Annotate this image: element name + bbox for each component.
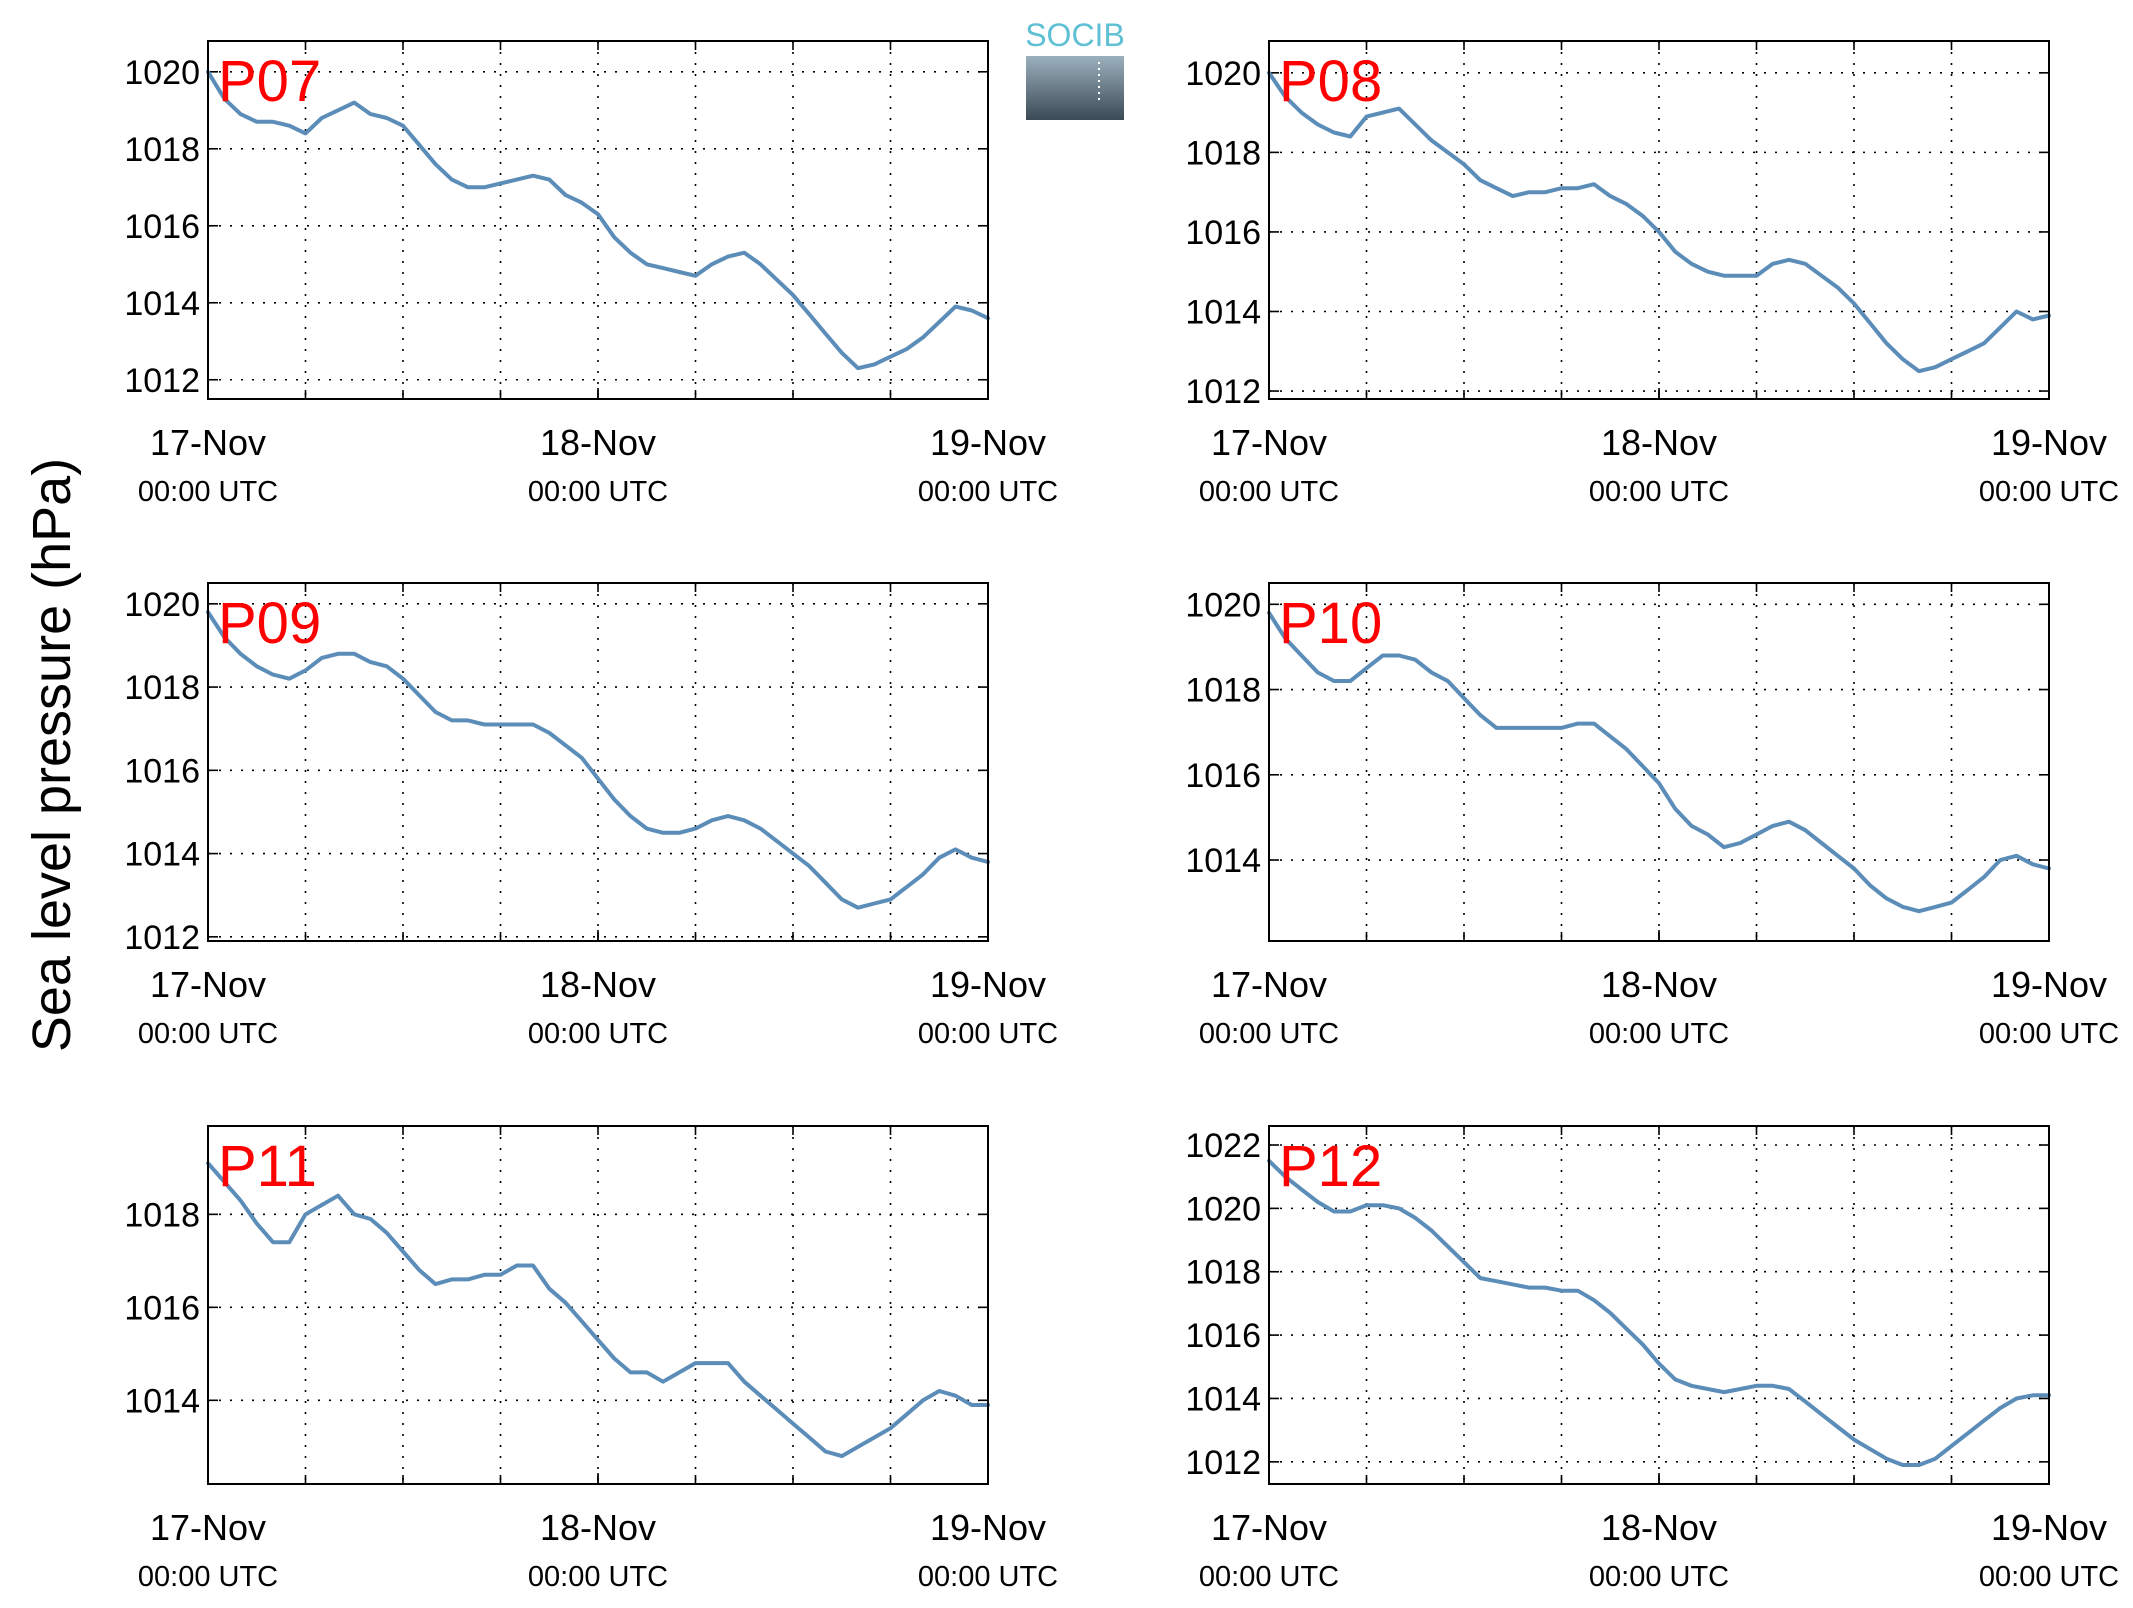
y-axis-label: Sea level pressure (hPa) xyxy=(22,458,82,1052)
x-tick-time-label: 00:00 UTC xyxy=(1589,1018,1729,1050)
x-tick-time-label: 00:00 UTC xyxy=(528,1018,668,1050)
x-tick-date-label: 17-Nov xyxy=(1211,422,1327,463)
x-tick-date-label: 18-Nov xyxy=(1601,1507,1717,1548)
x-tick-date-label: 19-Nov xyxy=(1991,964,2107,1005)
series-line-p07 xyxy=(206,69,990,371)
panels: 1012 1014 1016 1018 1020 17-Nov 00:00 UTC 18-No… xyxy=(124,40,2119,1593)
x-tick-date-label: 19-Nov xyxy=(930,1507,1046,1548)
logo-text: SOCIB xyxy=(1025,17,1125,53)
panel-p09: 1012 1014 1016 1018 1020 17-Nov 00:00 UTC 18-No… xyxy=(124,582,1058,1050)
panel-p10: 1014 1016 1018 1020 17-Nov 00:00 UTC 18-Nov 00:… xyxy=(1185,582,2119,1050)
x-tick-time-label: 00:00 UTC xyxy=(1979,1018,2119,1050)
y-tick-label: 1018 xyxy=(1185,1254,1261,1292)
x-tick-date-label: 19-Nov xyxy=(930,422,1046,463)
x-tick-time-label: 00:00 UTC xyxy=(1979,1561,2119,1593)
y-tick-label: 1016 xyxy=(1185,214,1261,252)
y-tick-label: 1012 xyxy=(124,919,200,957)
series-line-p09 xyxy=(206,610,990,910)
x-tick-time-label: 00:00 UTC xyxy=(918,1561,1058,1593)
panel-title: P12 xyxy=(1279,1134,1382,1199)
x-tick-date-label: 17-Nov xyxy=(150,422,266,463)
panel-p07: 1012 1014 1016 1018 1020 17-Nov 00:00 UTC 18-No… xyxy=(124,40,1058,508)
y-tick-label: 1022 xyxy=(1185,1127,1261,1165)
y-tick-label: 1016 xyxy=(1185,757,1261,795)
logo-block xyxy=(1026,56,1124,120)
x-tick-date-label: 17-Nov xyxy=(150,1507,266,1548)
x-tick-date-label: 19-Nov xyxy=(930,964,1046,1005)
x-tick-date-label: 18-Nov xyxy=(540,422,656,463)
y-tick-label: 1014 xyxy=(124,836,200,874)
y-tick-label: 1018 xyxy=(124,131,200,169)
x-tick-time-label: 00:00 UTC xyxy=(138,476,278,508)
panel-title: P08 xyxy=(1279,49,1382,114)
y-tick-label: 1014 xyxy=(124,1382,200,1420)
x-tick-time-label: 00:00 UTC xyxy=(1199,1018,1339,1050)
x-tick-date-label: 18-Nov xyxy=(1601,964,1717,1005)
x-tick-time-label: 00:00 UTC xyxy=(138,1018,278,1050)
panel-title: P10 xyxy=(1279,591,1382,656)
panel-title: P11 xyxy=(218,1134,317,1199)
series-line-p11 xyxy=(206,1161,990,1459)
y-tick-label: 1016 xyxy=(124,752,200,790)
plot-frame xyxy=(207,1125,989,1485)
y-tick-label: 1012 xyxy=(1185,1444,1261,1482)
y-tick-label: 1012 xyxy=(124,362,200,400)
x-tick-time-label: 00:00 UTC xyxy=(528,1561,668,1593)
x-tick-date-label: 18-Nov xyxy=(1601,422,1717,463)
y-tick-label: 1016 xyxy=(124,208,200,246)
x-tick-date-label: 18-Nov xyxy=(540,964,656,1005)
y-tick-label: 1020 xyxy=(1185,586,1261,624)
x-tick-time-label: 00:00 UTC xyxy=(138,1561,278,1593)
y-tick-label: 1020 xyxy=(124,586,200,624)
series-line-p12 xyxy=(1267,1158,2051,1467)
x-tick-time-label: 00:00 UTC xyxy=(1979,476,2119,508)
y-tick-label: 1012 xyxy=(1185,373,1261,411)
x-tick-date-label: 19-Nov xyxy=(1991,422,2107,463)
x-tick-date-label: 19-Nov xyxy=(1991,1507,2107,1548)
y-tick-label: 1014 xyxy=(1185,1380,1261,1418)
x-tick-date-label: 18-Nov xyxy=(540,1507,656,1548)
series-line-p10 xyxy=(1267,610,2051,914)
x-tick-time-label: 00:00 UTC xyxy=(1199,1561,1339,1593)
plot-frame xyxy=(1268,1125,2050,1485)
plot-frame xyxy=(207,582,989,942)
y-tick-label: 1020 xyxy=(124,54,200,92)
y-tick-label: 1020 xyxy=(1185,55,1261,93)
series-line-p08 xyxy=(1267,70,2051,374)
y-tick-label: 1018 xyxy=(1185,672,1261,710)
x-tick-date-label: 17-Nov xyxy=(1211,964,1327,1005)
socib-logo: SOCIB xyxy=(1025,17,1125,120)
y-tick-label: 1016 xyxy=(124,1289,200,1327)
plot-frame xyxy=(1268,40,2050,400)
x-tick-time-label: 00:00 UTC xyxy=(1589,476,1729,508)
x-tick-time-label: 00:00 UTC xyxy=(918,1018,1058,1050)
panel-title: P09 xyxy=(218,591,321,656)
y-tick-label: 1018 xyxy=(124,669,200,707)
y-tick-label: 1018 xyxy=(1185,134,1261,172)
panel-p12: 1012 1014 1016 1018 1020 1022 17-Nov 00:00 UTC 1… xyxy=(1185,1125,2119,1593)
x-tick-time-label: 00:00 UTC xyxy=(528,476,668,508)
y-tick-label: 1014 xyxy=(124,285,200,323)
y-tick-label: 1020 xyxy=(1185,1190,1261,1228)
y-tick-label: 1014 xyxy=(1185,842,1261,880)
x-tick-date-label: 17-Nov xyxy=(150,964,266,1005)
x-tick-time-label: 00:00 UTC xyxy=(1589,1561,1729,1593)
panel-p08: 1012 1014 1016 1018 1020 17-Nov 00:00 UTC 18-No… xyxy=(1185,40,2119,508)
plot-frame xyxy=(1268,582,2050,942)
x-tick-time-label: 00:00 UTC xyxy=(918,476,1058,508)
plot-frame xyxy=(207,40,989,400)
y-tick-label: 1014 xyxy=(1185,293,1261,331)
panel-p11: 1014 1016 1018 17-Nov 00:00 UTC 18-Nov 00:00 U… xyxy=(124,1125,1058,1593)
y-tick-label: 1016 xyxy=(1185,1317,1261,1355)
x-tick-date-label: 17-Nov xyxy=(1211,1507,1327,1548)
x-tick-time-label: 00:00 UTC xyxy=(1199,476,1339,508)
panel-title: P07 xyxy=(218,49,321,114)
y-tick-label: 1018 xyxy=(124,1196,200,1234)
